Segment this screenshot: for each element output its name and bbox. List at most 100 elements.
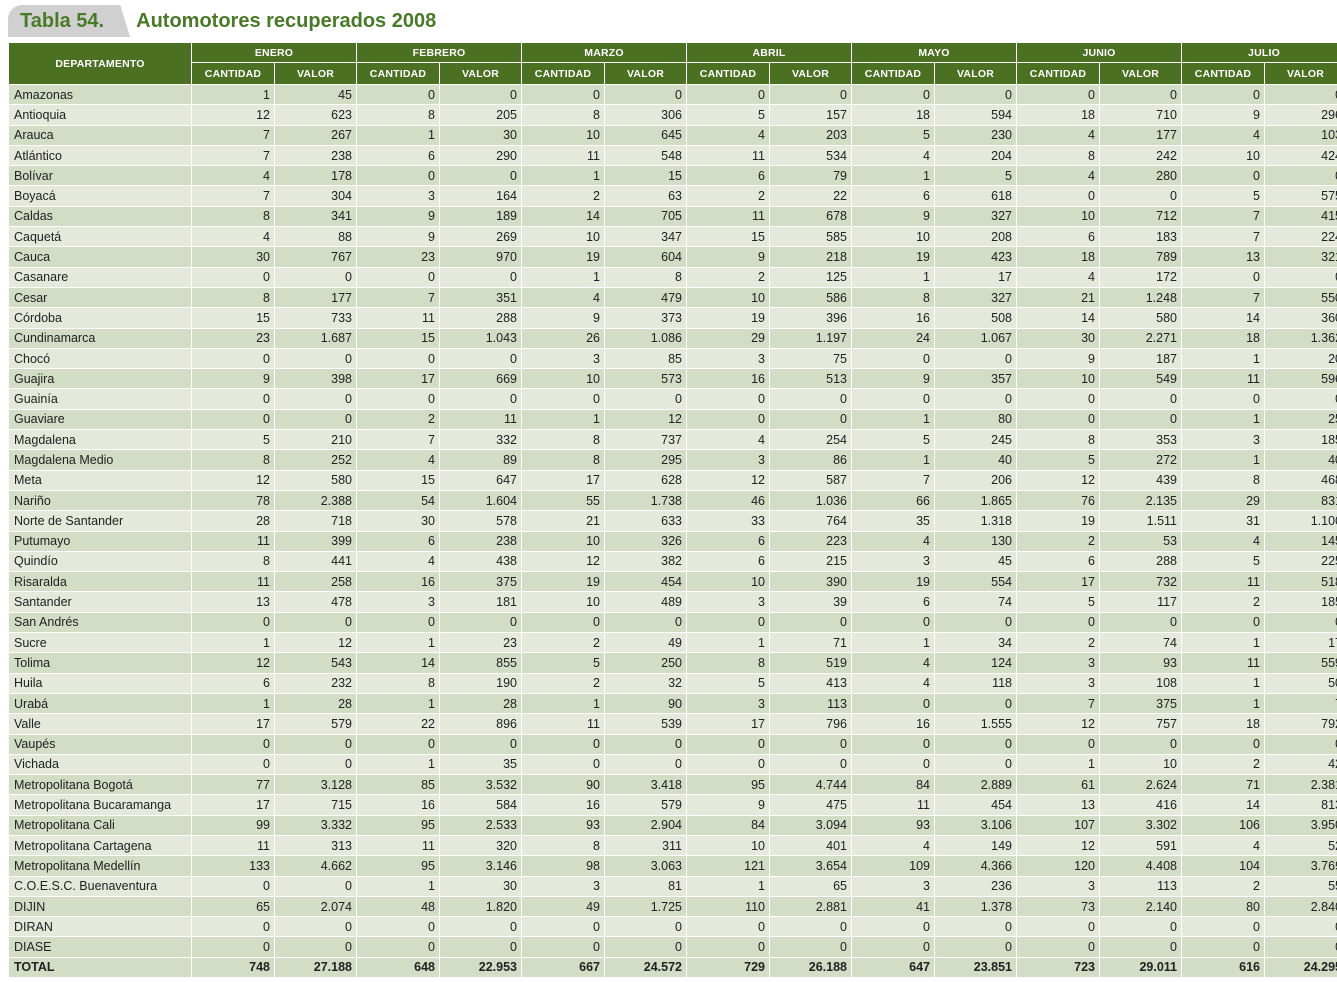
department-cell: Caquetá — [8, 226, 192, 248]
valor-cell: 5 — [934, 165, 1017, 187]
valor-cell: 0 — [769, 916, 852, 938]
cantidad-cell: 1 — [191, 692, 275, 715]
cantidad-cell: 13 — [191, 591, 275, 613]
table-row: Risaralda 11 258 16 375 19 454 10 390 19 554 17 732 1… — [8, 571, 1337, 593]
valor-cell: 242 — [1099, 144, 1182, 167]
cantidad-cell: 2 — [1016, 632, 1100, 654]
valor-cell: 645 — [604, 124, 687, 146]
table-row: Metropolitana Bucaramanga 17 715 16 584 16 579… — [8, 794, 1337, 816]
table-row: Tolima125431485552508519412439311559 — [8, 652, 1337, 674]
cantidad-cell: 1 — [686, 875, 770, 897]
cantidad-cell: 0 — [686, 611, 770, 634]
department-cell: Vichada — [8, 753, 192, 776]
cantidad-cell: 648 — [356, 956, 440, 979]
cantidad-cell: 2 — [356, 408, 440, 431]
cantidad-cell: 61 — [1016, 774, 1100, 796]
valor-cell: 0 — [1099, 408, 1182, 431]
valor-cell: 3.063 — [604, 855, 687, 877]
table-row: Bolívar41780011567915428000 — [8, 165, 1337, 187]
valor-cell: 15 — [604, 165, 687, 187]
valor-cell: 2.140 — [1099, 895, 1182, 918]
valor-cell: 1.100 — [1263, 510, 1337, 532]
cantidad-cell: 3 — [686, 347, 770, 370]
department-cell: Nariño — [8, 489, 192, 512]
valor-cell: 3.128 — [274, 774, 357, 796]
cantidad-cell: 7 — [1181, 205, 1265, 228]
valor-cell: 12 — [604, 408, 687, 431]
valor-header: VALOR — [769, 62, 852, 85]
cantidad-cell: 35 — [851, 510, 935, 532]
cantidad-cell: 616 — [1181, 956, 1265, 979]
valor-cell: 205 — [439, 104, 522, 126]
cantidad-cell: 6 — [851, 591, 935, 613]
valor-cell: 439 — [1099, 469, 1182, 491]
cantidad-cell: 8 — [356, 104, 440, 126]
department-cell: Bolívar — [8, 165, 192, 187]
valor-cell: 2.840 — [1263, 895, 1337, 918]
valor-cell: 548 — [604, 144, 687, 167]
valor-cell: 0 — [274, 733, 357, 755]
cantidad-cell: 9 — [356, 205, 440, 228]
valor-cell: 321 — [1263, 246, 1337, 268]
valor-cell: 0 — [439, 611, 522, 634]
valor-cell: 438 — [439, 550, 522, 573]
cantidad-cell: 5 — [851, 429, 935, 451]
cantidad-cell: 0 — [521, 611, 605, 634]
valor-cell: 89 — [439, 449, 522, 471]
month-header-marzo: MARZO — [521, 42, 687, 63]
cantidad-cell: 5 — [686, 672, 770, 694]
cantidad-cell: 0 — [1181, 83, 1265, 106]
valor-cell: 423 — [934, 246, 1017, 268]
cantidad-cell: 19 — [521, 571, 605, 593]
table-row: Quindío8441443812382621534562885225 — [8, 550, 1337, 573]
cantidad-cell: 8 — [356, 672, 440, 694]
cantidad-cell: 8 — [191, 286, 275, 309]
cantidad-cell: 0 — [191, 611, 275, 634]
valor-cell: 454 — [934, 794, 1017, 816]
valor-cell: 40 — [1263, 449, 1337, 471]
valor-cell: 584 — [439, 794, 522, 816]
valor-cell: 0 — [769, 611, 852, 634]
table-row: Metropolitana Cali 99 3.332 95 2.533 93 2.904 8… — [8, 814, 1337, 836]
cantidad-cell: 3 — [1016, 672, 1100, 694]
table-row: Chocó0000385375009187120 — [8, 347, 1337, 370]
valor-cell: 0 — [274, 347, 357, 370]
valor-cell: 2.889 — [934, 774, 1017, 796]
valor-cell: 0 — [934, 692, 1017, 715]
valor-cell: 0 — [769, 388, 852, 410]
cantidad-cell: 0 — [851, 611, 935, 634]
cantidad-cell: 7 — [851, 469, 935, 491]
valor-cell: 0 — [274, 753, 357, 776]
cantidad-cell: 3 — [686, 449, 770, 471]
cantidad-cell: 16 — [521, 794, 605, 816]
valor-cell: 591 — [1099, 834, 1182, 857]
cantidad-header: CANTIDAD — [686, 62, 770, 85]
cantidad-cell: 18 — [851, 104, 935, 126]
valor-cell: 75 — [769, 347, 852, 370]
valor-cell: 93 — [1099, 652, 1182, 674]
cantidad-cell: 2 — [1181, 591, 1265, 613]
table-row: DIASE00000000000000 — [8, 936, 1337, 958]
valor-cell: 559 — [1263, 652, 1337, 674]
cantidad-cell: 10 — [1016, 368, 1100, 390]
valor-cell: 4.744 — [769, 774, 852, 796]
cantidad-cell: 5 — [1181, 550, 1265, 573]
valor-cell: 0 — [1099, 611, 1182, 634]
cantidad-cell: 0 — [851, 692, 935, 715]
valor-cell: 208 — [934, 226, 1017, 248]
valor-cell: 17 — [934, 266, 1017, 288]
valor-cell: 0 — [439, 266, 522, 288]
cantidad-cell: 0 — [851, 733, 935, 755]
cantidad-cell: 723 — [1016, 956, 1100, 979]
valor-cell: 633 — [604, 510, 687, 532]
valor-cell: 250 — [604, 652, 687, 674]
valor-cell: 254 — [769, 429, 852, 451]
valor-cell: 705 — [604, 205, 687, 228]
valor-cell: 0 — [934, 916, 1017, 938]
table-row: Antioquia1262382058306515718594187109296 — [8, 104, 1337, 126]
valor-cell: 0 — [439, 916, 522, 938]
valor-cell: 586 — [769, 286, 852, 309]
valor-cell: 218 — [769, 246, 852, 268]
valor-cell: 767 — [274, 246, 357, 268]
valor-cell: 204 — [934, 144, 1017, 167]
